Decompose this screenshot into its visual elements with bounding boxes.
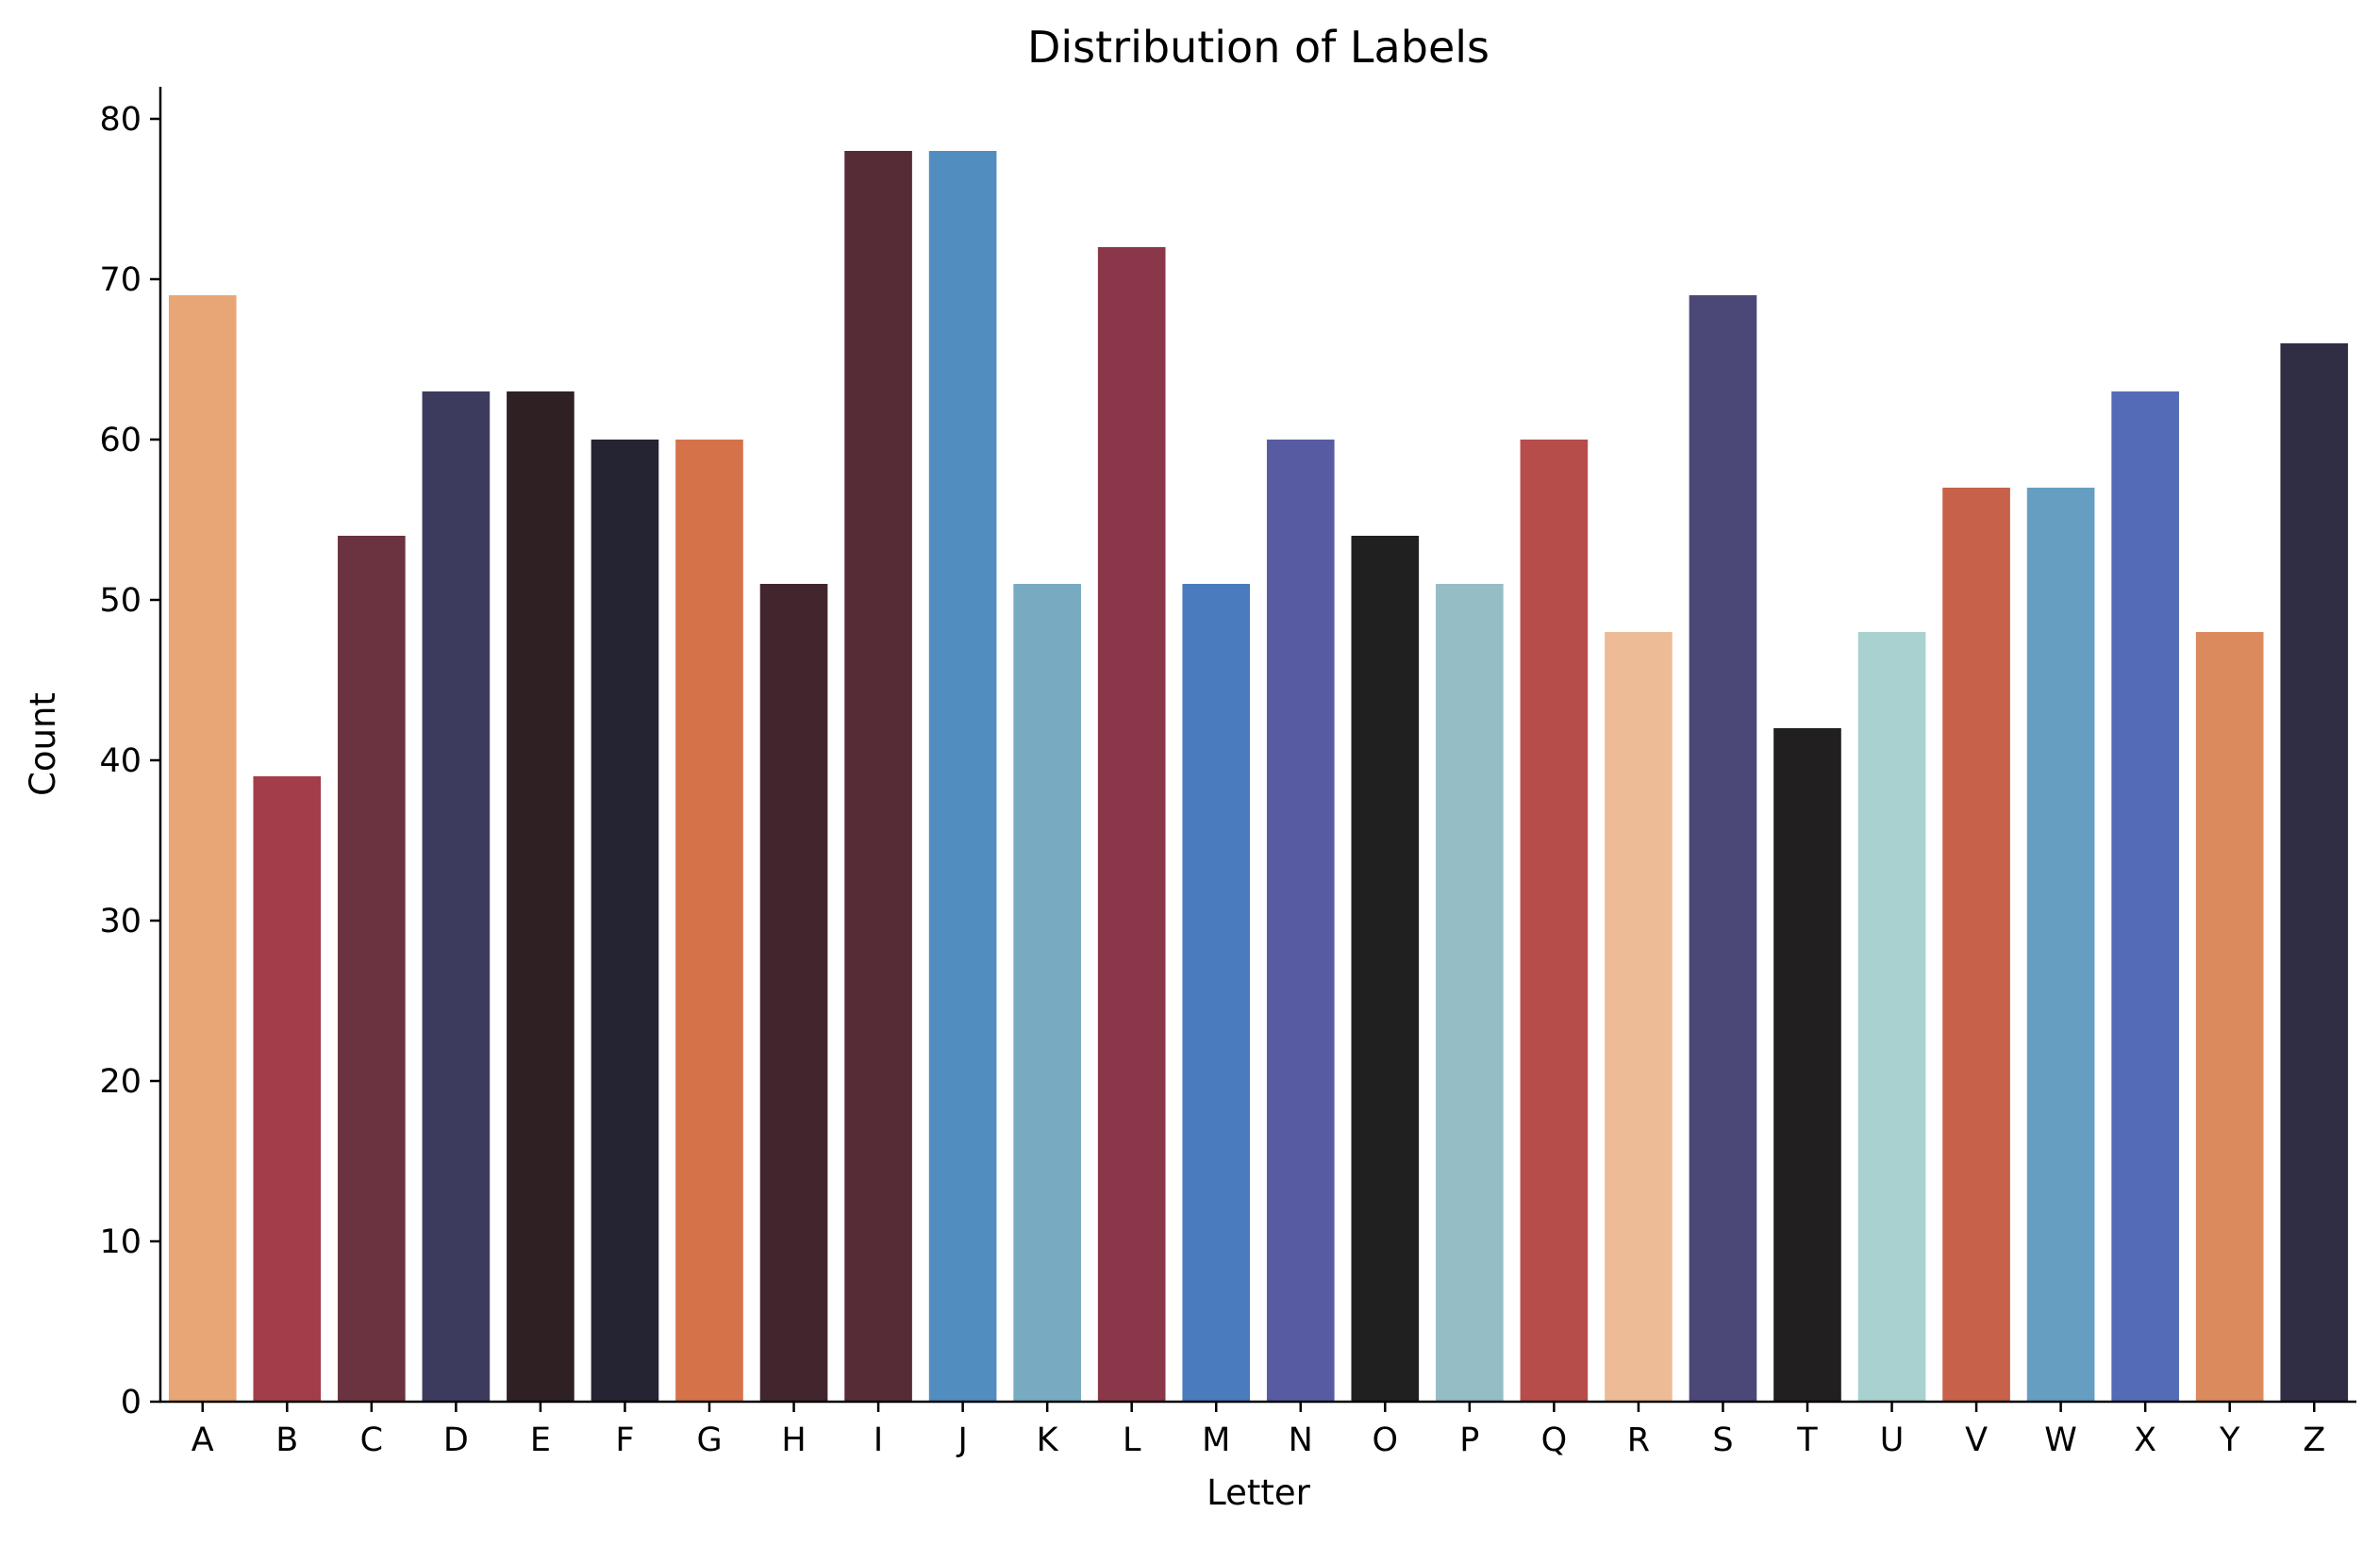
x-tick-label-c: C (360, 1421, 383, 1459)
bar-o (1351, 536, 1420, 1402)
bar-r (1605, 632, 1673, 1402)
y-axis-ticks: 0 10 20 30 40 50 60 70 80 (99, 101, 160, 1421)
x-tick-label-t: T (1796, 1421, 1818, 1459)
x-tick-label-p: P (1459, 1421, 1479, 1459)
x-axis-ticks: A B C D E F G H I J K L M N O P Q R S T U V W X Y Z (191, 1402, 2325, 1459)
x-tick-label-j: J (956, 1421, 967, 1459)
y-axis-label: Count (23, 692, 63, 796)
bar-e (507, 391, 574, 1402)
y-tick-label: 50 (99, 582, 141, 620)
y-tick-label: 10 (99, 1223, 141, 1261)
bar-b (253, 776, 322, 1402)
x-tick-label-a: A (191, 1421, 214, 1459)
x-tick-label-w: W (2044, 1421, 2077, 1459)
chart-title: Distribution of Labels (1027, 22, 1490, 73)
bar-d (422, 391, 491, 1402)
y-tick-label: 70 (99, 261, 141, 299)
bar-f (591, 440, 659, 1402)
bar-y (2195, 632, 2264, 1402)
bar-h (759, 584, 828, 1402)
bar-t (1773, 728, 1841, 1402)
x-tick-label-y: Y (2219, 1421, 2240, 1459)
bar-n (1266, 440, 1335, 1402)
bar-z (2280, 343, 2349, 1402)
x-tick-label-v: V (1965, 1421, 1988, 1459)
bar-g (675, 440, 743, 1402)
bar-k (1013, 584, 1081, 1402)
y-tick-label: 20 (99, 1063, 141, 1101)
x-tick-label-b: B (275, 1421, 298, 1459)
x-tick-label-q: Q (1541, 1421, 1568, 1459)
bar-u (1857, 632, 1926, 1402)
bar-c (338, 536, 406, 1402)
bar-p (1436, 584, 1504, 1402)
x-tick-label-x: X (2134, 1421, 2156, 1459)
x-tick-label-u: U (1880, 1421, 1905, 1459)
x-tick-label-e: E (530, 1421, 551, 1459)
x-tick-label-s: S (1712, 1421, 1733, 1459)
x-tick-label-o: O (1373, 1421, 1399, 1459)
x-tick-label-r: R (1627, 1421, 1650, 1459)
x-tick-label-z: Z (2303, 1421, 2325, 1459)
x-tick-label-g: G (696, 1421, 722, 1459)
y-tick-label: 30 (99, 903, 141, 940)
bar-s (1689, 295, 1757, 1402)
y-tick-label: 40 (99, 742, 141, 780)
bar-m (1182, 584, 1251, 1402)
bar-i (844, 151, 912, 1402)
y-tick-label: 0 (121, 1384, 141, 1421)
bar-q (1520, 440, 1589, 1402)
bars-group (168, 151, 2349, 1402)
bar-v (1942, 488, 2010, 1402)
bar-x (2111, 391, 2179, 1402)
x-tick-label-k: K (1037, 1421, 1059, 1459)
x-tick-label-f: F (615, 1421, 634, 1459)
x-tick-label-h: H (781, 1421, 806, 1459)
x-axis-label: Letter (1207, 1472, 1311, 1513)
y-tick-label: 60 (99, 422, 141, 459)
x-tick-label-n: N (1289, 1421, 1313, 1459)
x-tick-label-m: M (1202, 1421, 1230, 1459)
x-tick-label-d: D (443, 1421, 469, 1459)
bar-j (928, 151, 997, 1402)
bar-a (168, 295, 237, 1402)
y-tick-label: 80 (99, 101, 141, 139)
x-tick-label-l: L (1123, 1421, 1141, 1459)
bar-w (2026, 488, 2095, 1402)
x-tick-label-i: I (874, 1421, 883, 1459)
bar-l (1097, 247, 1166, 1402)
